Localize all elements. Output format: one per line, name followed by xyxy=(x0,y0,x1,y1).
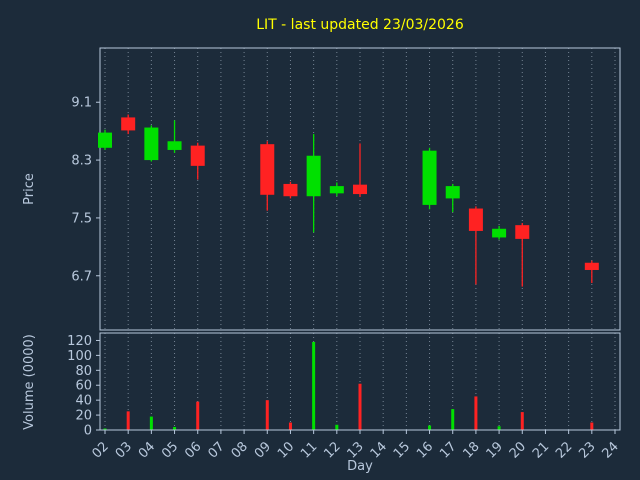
volume-bar-day-20 xyxy=(520,412,524,430)
volume-tick-label: 120 xyxy=(67,334,92,349)
price-tick-label: 9.1 xyxy=(71,96,92,111)
candle-day-04 xyxy=(144,125,159,162)
candle-body xyxy=(515,225,530,239)
price-panel-frame xyxy=(99,47,621,331)
price-panel xyxy=(98,114,599,287)
candle-day-11 xyxy=(306,134,321,233)
volume-bar-day-05 xyxy=(173,427,177,430)
axis-ticks: 02 03 04 05 06 07 08 09 10 11 12 13 14 15 16 17 18 19 20 21… xyxy=(67,96,622,462)
volume-bar-day-18 xyxy=(474,396,478,430)
candle-body xyxy=(98,132,112,148)
candle-body xyxy=(445,186,460,199)
volume-bar-day-10 xyxy=(288,422,292,430)
grid-lines xyxy=(104,48,616,430)
price-axis-label: Price xyxy=(22,173,37,205)
volume-bar-day-11 xyxy=(312,341,316,430)
volume-tick-label: 80 xyxy=(75,364,92,379)
chart-title: LIT - last updated 23/03/2026 xyxy=(256,17,464,33)
volume-bar-day-13 xyxy=(358,383,362,430)
candle-day-20 xyxy=(515,222,530,287)
candle-body xyxy=(167,141,182,150)
candle-day-13 xyxy=(353,143,367,197)
candle-body xyxy=(121,117,136,131)
candle-day-02 xyxy=(98,129,112,150)
volume-tick-label: 0 xyxy=(84,424,92,439)
candle-body xyxy=(190,145,205,166)
price-tick-label: 7.5 xyxy=(71,211,92,226)
volume-bar-day-03 xyxy=(126,411,130,430)
x-axis-label: Day xyxy=(347,459,373,474)
candle-day-05 xyxy=(167,120,182,153)
volume-bar-day-02 xyxy=(103,428,107,430)
candle-day-03 xyxy=(121,114,136,135)
candle-body xyxy=(584,262,599,270)
candle-day-10 xyxy=(283,181,298,199)
candle-day-09 xyxy=(260,141,275,211)
candle-day-17 xyxy=(445,183,460,213)
candle-body xyxy=(422,150,437,205)
candle-body xyxy=(353,184,367,195)
candle-body xyxy=(144,127,159,161)
candle-day-23 xyxy=(584,260,599,283)
volume-tick-label: 100 xyxy=(67,349,92,364)
candle-day-18 xyxy=(468,206,483,285)
candle-day-06 xyxy=(190,142,205,180)
candle-body xyxy=(283,183,298,197)
candle-day-12 xyxy=(329,182,344,197)
candle-body xyxy=(329,186,344,194)
volume-tick-label: 40 xyxy=(75,394,92,409)
volume-bar-day-12 xyxy=(335,424,339,430)
price-tick-label: 6.7 xyxy=(71,269,92,284)
candle-day-16 xyxy=(422,147,437,210)
volume-bar-day-17 xyxy=(451,409,455,430)
volume-bar-day-23 xyxy=(590,422,594,430)
volume-tick-label: 20 xyxy=(75,409,92,424)
volume-bar-day-06 xyxy=(196,401,200,430)
volume-bar-day-04 xyxy=(149,416,153,430)
volume-panel xyxy=(103,341,594,430)
candle-body xyxy=(492,228,507,238)
volume-tick-label: 60 xyxy=(75,379,92,394)
volume-bar-day-16 xyxy=(428,425,432,430)
volume-axis-label: Volume (0000) xyxy=(22,334,37,430)
candle-day-19 xyxy=(492,225,507,240)
volume-bar-day-09 xyxy=(265,400,269,430)
candle-body xyxy=(306,155,321,197)
candle-body xyxy=(260,144,275,195)
price-tick-label: 8.3 xyxy=(71,154,92,169)
volume-bar-day-19 xyxy=(497,426,501,430)
candle-body xyxy=(468,208,483,231)
